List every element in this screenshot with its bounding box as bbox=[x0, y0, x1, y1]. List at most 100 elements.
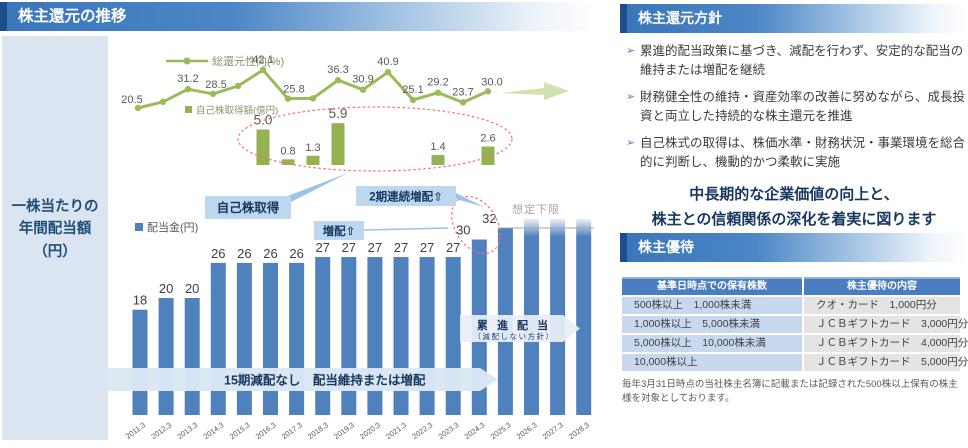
total-return-point bbox=[409, 96, 417, 104]
buyback-bar bbox=[281, 159, 295, 165]
no-dividend-cut-band-label: 15期減配なし 配当維持または増配 bbox=[224, 373, 426, 388]
total-return-value-label: 36.3 bbox=[327, 64, 348, 76]
dividend-value-label: 27 bbox=[446, 240, 460, 255]
shareholder-return-chart: 15期減配なし 配当維持または増配 累 進 配 当（減配しない方針） 想定下限 18 2… bbox=[108, 35, 600, 443]
dividend-legend-label: 配当金(円) bbox=[147, 220, 198, 234]
buyback-bar bbox=[431, 155, 445, 165]
section-title-shareholder-benefit-label: 株主優待 bbox=[638, 239, 694, 255]
consecutive-callout-label: 2期連続増配⇧ bbox=[369, 190, 443, 204]
buyback-bars: 5.0 0.8 1.3 5.9 1.4 2.6 bbox=[254, 106, 496, 165]
dividend-value-label: 27 bbox=[342, 240, 356, 255]
benefit-table: 基準日時点での保有株数 株主優待の内容 500株以上 1,000株未満 クオ・カード … bbox=[622, 277, 968, 371]
assumed-floor-label: 想定下限 bbox=[512, 202, 560, 216]
total-return-point bbox=[209, 90, 217, 98]
dividend-value-label: 30 bbox=[456, 223, 470, 238]
total-return-value-label: 25.8 bbox=[283, 84, 304, 96]
dividend-value-label: 26 bbox=[263, 246, 277, 261]
benefit-content-cell: クオ・カード 1,000円分 bbox=[804, 297, 960, 314]
x-axis-tick-label: 2014.3 bbox=[202, 420, 226, 441]
total-return-value-label: 42.1 bbox=[252, 54, 273, 66]
dividend-bar bbox=[184, 298, 200, 415]
dividend-legend-swatch bbox=[135, 223, 143, 231]
benefit-shares-cell: 500株以上 1,000株未満 bbox=[622, 297, 802, 314]
x-axis-tick-label: 2013.3 bbox=[176, 420, 200, 441]
total-return-point bbox=[384, 68, 392, 76]
total-return-value-label: 30.0 bbox=[481, 76, 502, 88]
dividend-value-label: 20 bbox=[185, 281, 199, 296]
dividend-value-label: 26 bbox=[237, 246, 251, 261]
line-legend-label: 総還元性向(%) bbox=[212, 54, 284, 68]
total-return-point bbox=[234, 82, 242, 90]
dividend-bar bbox=[210, 262, 226, 415]
total-return-value-label: 30.9 bbox=[352, 74, 373, 86]
buyback-callout-label: 自己株取得 bbox=[217, 200, 280, 215]
no-dividend-cut-band: 15期減配なし 配当維持または増配 bbox=[108, 368, 498, 391]
policy-statement: 中長期的な企業価値の向上と、 株主との信頼関係の深化を着実に図ります bbox=[620, 183, 968, 233]
x-axis-tick-label: 2022.3 bbox=[410, 420, 434, 441]
consecutive-callout-box bbox=[356, 186, 456, 206]
dividend-value-label: 27 bbox=[394, 240, 408, 255]
total-return-point bbox=[434, 89, 442, 96]
policy-bullet-text: 自己株式の取得は、株価水準・財務状況・事業環境を総合的に判断し、機動的かつ柔軟に… bbox=[640, 135, 966, 169]
x-axis-tick-label: 2028.3 bbox=[567, 420, 591, 441]
total-return-point bbox=[334, 76, 342, 84]
buyback-legend-swatch bbox=[185, 106, 192, 113]
y-axis-label-line: 年間配当額 bbox=[18, 221, 92, 238]
bullet-arrow-icon: ➢ bbox=[626, 90, 636, 103]
x-axis-tick-label: 2027.3 bbox=[541, 420, 565, 441]
x-axis-tick-label: 2015.3 bbox=[228, 420, 252, 441]
section-title-dividend-trend: 株主還元の推移 bbox=[0, 2, 597, 31]
section-title-shareholder-benefit: 株主優待 bbox=[620, 233, 966, 262]
dividend-bar bbox=[419, 257, 435, 415]
x-axis-tick-label: 2025.3 bbox=[489, 420, 513, 441]
progressive-dividend-badge: 累 進 配 当（減配しない方針） bbox=[460, 315, 580, 342]
buyback-legend-label: 自己株取得額(億円) bbox=[196, 105, 278, 117]
dividend-bar bbox=[367, 257, 383, 415]
dividend-bar-forecast bbox=[576, 219, 592, 415]
total-return-point bbox=[484, 88, 492, 95]
policy-bullet: ➢ 自己株式の取得は、株価水準・財務状況・事業環境を総合的に判断し、機動的かつ柔軟… bbox=[620, 134, 968, 173]
consecutive-callout-connector bbox=[456, 193, 484, 207]
buyback-bar bbox=[306, 155, 320, 165]
total-return-point bbox=[259, 66, 267, 74]
dividend-bar bbox=[289, 262, 305, 415]
progressive-dividend-badge-shape bbox=[460, 315, 580, 342]
policy-statement-line: 中長期的な企業価値の向上と、 bbox=[689, 186, 899, 203]
benefit-content-cell: ＪＣＢギフトカード 4,000円分 bbox=[804, 335, 968, 352]
x-axis-tick-label: 2012.3 bbox=[149, 420, 173, 441]
bullet-arrow-icon: ➢ bbox=[626, 45, 636, 57]
increase-callout-label: 増配⇧ bbox=[323, 224, 356, 238]
buyback-value-label: 1.3 bbox=[305, 142, 320, 154]
buyback-value-label: 5.9 bbox=[329, 106, 348, 121]
policy-bullet: ➢ 累進的配当政策に基づき、減配を行わず、安定的な配当の維持または増配を継続 bbox=[620, 42, 968, 81]
x-axis-tick-label: 2017.3 bbox=[280, 420, 304, 441]
total-return-value-label: 20.5 bbox=[121, 94, 142, 106]
line-legend-marker bbox=[183, 57, 191, 65]
dividend-bar bbox=[158, 298, 174, 415]
policy-bullet: ➢ 財務健全性の維持・資産効率の改善に努めながら、成長投資と両立した持続的な株主還… bbox=[620, 88, 968, 127]
policy-statement-line: 株主との信頼関係の深化を着実に図ります bbox=[651, 210, 937, 228]
dividend-value-label: 26 bbox=[289, 246, 303, 261]
section-title-return-policy: 株主還元方針 bbox=[620, 4, 966, 33]
progressive-dividend-label: 累 進 配 当 bbox=[477, 318, 551, 332]
buyback-highlight-ellipse bbox=[237, 106, 513, 172]
x-axis-tick-label: 2019.3 bbox=[332, 420, 356, 441]
buyback-callout-box bbox=[205, 196, 291, 219]
buyback-bar bbox=[481, 146, 495, 165]
benefit-shares-cell: 5,000株以上 10,000株未満 bbox=[622, 335, 802, 352]
dividend-value-label: 32 bbox=[482, 211, 496, 226]
section-title-return-policy-label: 株主還元方針 bbox=[638, 10, 722, 26]
y-axis-label-line: （円） bbox=[33, 243, 77, 260]
policy-bullet-list: ➢ 累進的配当政策に基づき、減配を行わず、安定的な配当の維持または増配を継続 ➢ 財務… bbox=[620, 42, 968, 179]
benefit-shares-cell: 1,000株以上 5,000株未満 bbox=[622, 316, 802, 333]
policy-bullet-text: 財務健全性の維持・資産効率の改善に努めながら、成長投資と両立した持続的な株主還元… bbox=[640, 89, 966, 124]
dividend-value-label: 27 bbox=[368, 240, 382, 255]
dividend-value-label: 20 bbox=[159, 281, 173, 296]
total-return-point bbox=[184, 85, 192, 93]
no-dividend-cut-band-shape bbox=[108, 368, 498, 391]
chart-canvas: 15期減配なし 配当維持または増配 累 進 配 当（減配しない方針） 想定下限 18 2… bbox=[108, 54, 594, 441]
buyback-value-label: 2.6 bbox=[480, 133, 495, 145]
buyback-value-label: 1.4 bbox=[430, 141, 445, 153]
total-return-value-label: 40.9 bbox=[377, 56, 398, 68]
benefit-content-cell: ＪＣＢギフトカード 5,000円分 bbox=[804, 354, 968, 371]
